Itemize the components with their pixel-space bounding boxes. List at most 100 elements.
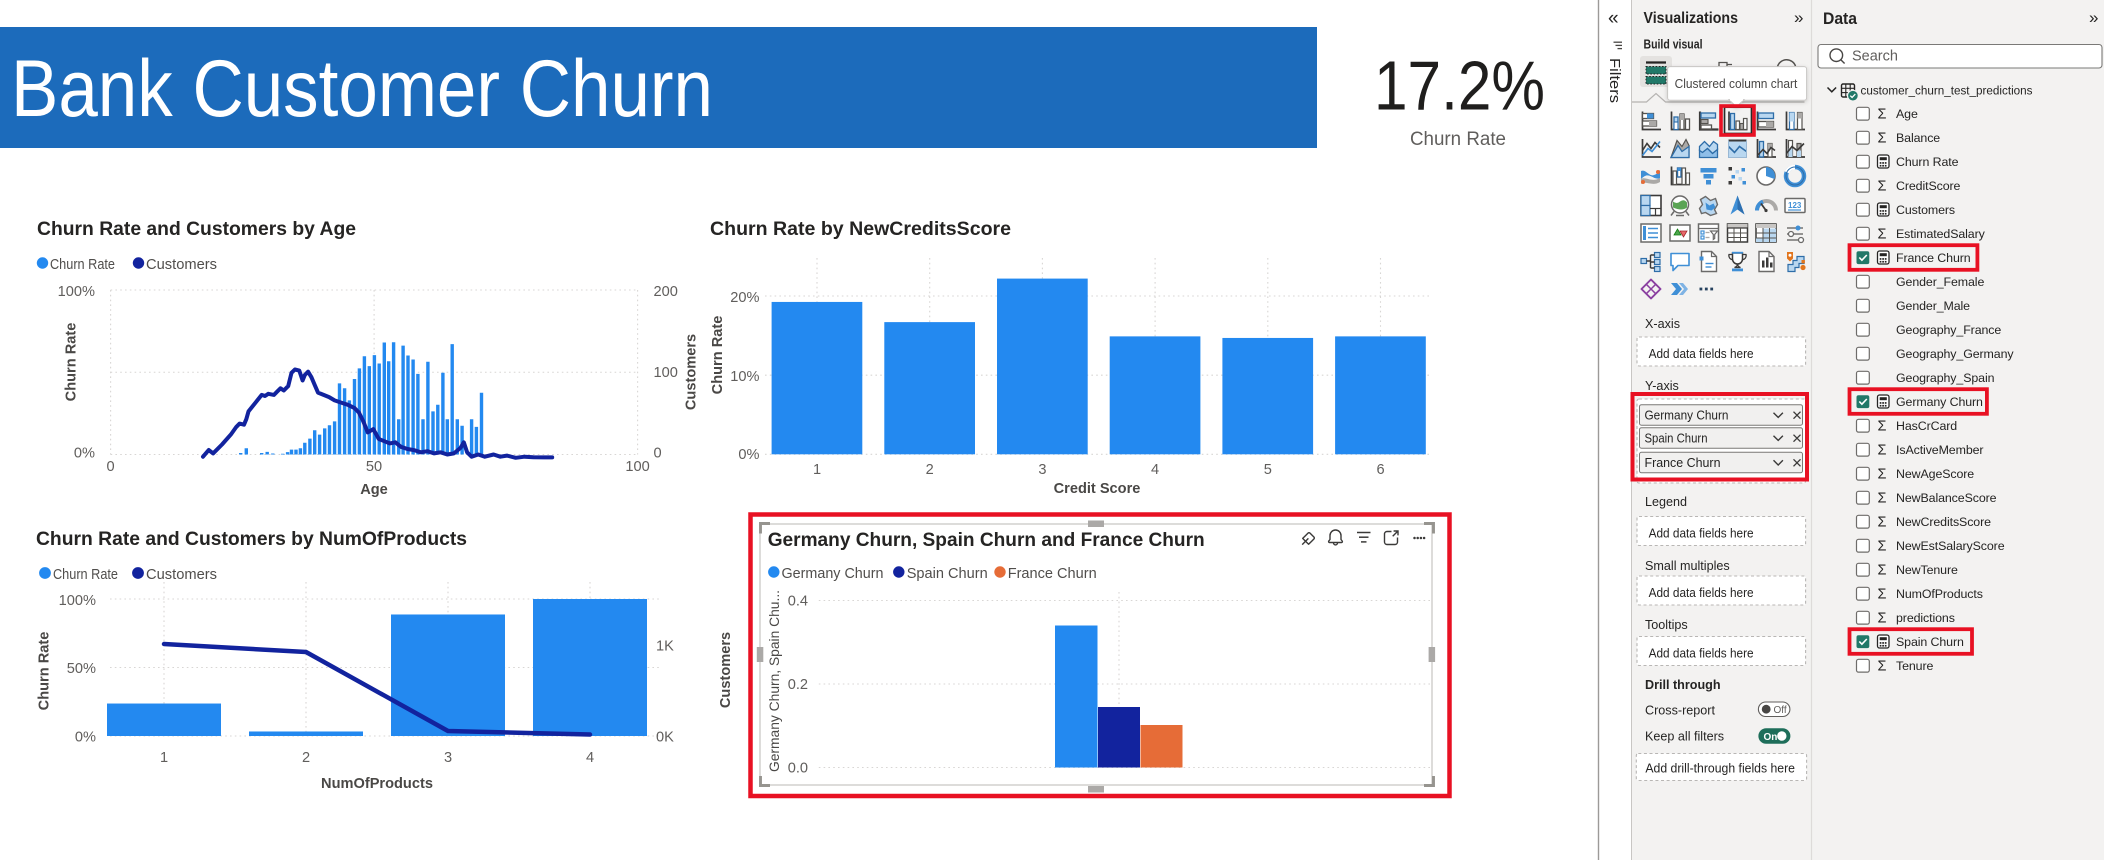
svg-text:Add data fields here: Add data fields here: [1649, 646, 1754, 661]
svg-text:Cross-report: Cross-report: [1645, 704, 1715, 718]
svg-text:0.0: 0.0: [788, 760, 808, 776]
svg-text:X-axis: X-axis: [1645, 317, 1680, 331]
svg-text:customer_churn_test_prediction: customer_churn_test_predictions: [1861, 84, 2033, 98]
svg-text:Off: Off: [1774, 705, 1787, 716]
svg-text:HasCrCard: HasCrCard: [1896, 419, 1957, 433]
svg-text:1: 1: [160, 750, 168, 766]
svg-text:NewBalanceScore: NewBalanceScore: [1896, 491, 1997, 505]
svg-text:Geography_Spain: Geography_Spain: [1896, 371, 1995, 385]
svg-text:Drill through: Drill through: [1645, 678, 1721, 692]
svg-text:Churn Rate: Churn Rate: [1896, 155, 1959, 169]
svg-text:NewCreditsScore: NewCreditsScore: [1896, 515, 1991, 529]
svg-text:Churn Rate: Churn Rate: [64, 323, 80, 402]
svg-text:Clustered column chart: Clustered column chart: [1675, 76, 1798, 91]
svg-text:0: 0: [107, 459, 115, 475]
svg-text:50: 50: [366, 459, 382, 475]
svg-text:Germany Churn, Spain Chu...: Germany Churn, Spain Chu...: [767, 590, 782, 772]
svg-text:123: 123: [1788, 201, 1802, 210]
svg-text:Filters: Filters: [1606, 58, 1623, 103]
svg-text:Germany Churn: Germany Churn: [1896, 395, 1983, 409]
svg-text:EstimatedSalary: EstimatedSalary: [1896, 227, 1986, 241]
svg-text:NumOfProducts: NumOfProducts: [321, 776, 433, 792]
svg-text:Σ: Σ: [1878, 443, 1887, 459]
svg-text:Churn Rate: Churn Rate: [37, 632, 53, 711]
svg-text:3: 3: [1038, 462, 1046, 478]
svg-text:Churn Rate: Churn Rate: [53, 566, 118, 583]
svg-text:Germany Churn, Spain Churn and: Germany Churn, Spain Churn and France Ch…: [768, 529, 1205, 551]
svg-text:Add data fields here: Add data fields here: [1649, 585, 1754, 600]
svg-text:Customers: Customers: [146, 256, 217, 273]
svg-text:Balance: Balance: [1896, 131, 1940, 145]
svg-text:0K: 0K: [656, 730, 674, 746]
svg-text:NewAgeScore: NewAgeScore: [1896, 467, 1974, 481]
svg-text:Churn Rate and Customers by Ag: Churn Rate and Customers by Age: [37, 218, 356, 240]
svg-text:2: 2: [302, 750, 310, 766]
svg-text:Σ: Σ: [1878, 107, 1887, 123]
svg-text:Customers: Customers: [1896, 203, 1955, 217]
svg-text:Customers: Customers: [684, 334, 700, 410]
svg-text:France Churn: France Churn: [1896, 251, 1971, 265]
svg-text:Σ: Σ: [1878, 179, 1887, 195]
svg-text:Σ: Σ: [1878, 491, 1887, 507]
svg-text:Germany Churn: Germany Churn: [782, 565, 884, 582]
svg-text:0.4: 0.4: [788, 593, 808, 609]
svg-text:Geography_France: Geography_France: [1896, 323, 2001, 337]
svg-text:Add data fields here: Add data fields here: [1649, 346, 1754, 361]
svg-text:NewEstSalaryScore: NewEstSalaryScore: [1896, 539, 2005, 553]
svg-text:Age: Age: [1896, 107, 1918, 121]
svg-text:predictions: predictions: [1896, 611, 1955, 625]
svg-text:Churn Rate: Churn Rate: [710, 316, 726, 395]
svg-text:Σ: Σ: [1878, 659, 1887, 675]
svg-text:Spain Churn: Spain Churn: [1896, 635, 1964, 649]
svg-text:NumOfProducts: NumOfProducts: [1896, 587, 1983, 601]
svg-text:50%: 50%: [67, 661, 96, 677]
svg-text:3: 3: [444, 750, 452, 766]
svg-text:«: «: [1608, 8, 1619, 29]
svg-text:Churn Rate: Churn Rate: [1410, 129, 1506, 150]
svg-text:Small multiples: Small multiples: [1645, 559, 1730, 573]
svg-text:»: »: [1794, 8, 1803, 27]
svg-text:0: 0: [654, 446, 662, 462]
svg-text:Churn Rate and Customers by Nu: Churn Rate and Customers by NumOfProduct…: [36, 528, 467, 550]
svg-text:100%: 100%: [58, 284, 95, 300]
svg-text:Σ: Σ: [1878, 539, 1887, 555]
svg-text:Gender_Female: Gender_Female: [1896, 275, 1984, 289]
svg-text:Add data fields here: Add data fields here: [1649, 526, 1754, 541]
svg-text:Credit Score: Credit Score: [1054, 481, 1141, 497]
svg-text:4: 4: [1151, 462, 1159, 478]
svg-text:200: 200: [654, 284, 678, 300]
svg-text:France Churn: France Churn: [1645, 456, 1721, 470]
svg-text:1: 1: [813, 462, 821, 478]
svg-text:On: On: [1764, 732, 1778, 743]
svg-text:Tenure: Tenure: [1896, 659, 1933, 673]
svg-text:Y-axis: Y-axis: [1645, 379, 1679, 393]
svg-text:Add drill-through fields here: Add drill-through fields here: [1645, 761, 1795, 776]
svg-text:Σ: Σ: [1878, 467, 1887, 483]
svg-text:5: 5: [1264, 462, 1272, 478]
svg-text:10%: 10%: [730, 369, 759, 385]
svg-text:Search: Search: [1852, 49, 1898, 65]
svg-text:20%: 20%: [730, 290, 759, 306]
svg-text:Keep all filters: Keep all filters: [1645, 730, 1724, 744]
svg-text:0.2: 0.2: [788, 677, 808, 693]
svg-text:Geography_Germany: Geography_Germany: [1896, 347, 2014, 361]
svg-text:IsActiveMember: IsActiveMember: [1896, 443, 1983, 457]
svg-text:Tooltips: Tooltips: [1645, 618, 1688, 632]
svg-text:Data: Data: [1823, 10, 1858, 28]
svg-text:100%: 100%: [59, 593, 96, 609]
svg-text:0%: 0%: [738, 447, 759, 463]
svg-text:0%: 0%: [75, 730, 96, 746]
svg-text:Customers: Customers: [718, 632, 734, 708]
svg-text:Legend: Legend: [1645, 495, 1687, 509]
svg-text:Churn Rate: Churn Rate: [50, 256, 115, 273]
svg-text:France Churn: France Churn: [1008, 565, 1097, 582]
svg-text:Age: Age: [360, 482, 388, 498]
svg-text:Visualizations: Visualizations: [1644, 10, 1739, 27]
svg-text:Σ: Σ: [1878, 131, 1887, 147]
svg-text:Σ: Σ: [1878, 515, 1887, 531]
svg-text:Σ: Σ: [1878, 587, 1887, 603]
svg-text:Build visual: Build visual: [1644, 38, 1703, 52]
svg-text:Σ: Σ: [1878, 611, 1887, 627]
svg-text:NewTenure: NewTenure: [1896, 563, 1958, 577]
svg-text:17.2%: 17.2%: [1374, 47, 1545, 125]
